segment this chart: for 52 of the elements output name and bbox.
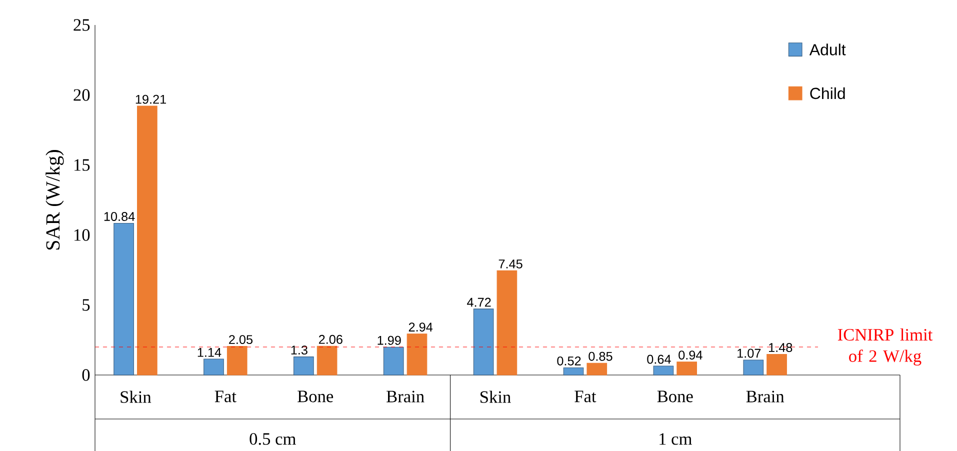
- y-tick-label: 25: [74, 19, 90, 31]
- x-tick-label: Brain: [386, 390, 424, 402]
- data-label: 19.21: [136, 94, 166, 104]
- bar: [294, 356, 314, 376]
- text: 0.5 cm: [250, 433, 296, 445]
- x-tick-label: Bone: [657, 390, 693, 402]
- bar: [383, 346, 404, 376]
- bar: [114, 222, 134, 376]
- bar: [676, 362, 697, 376]
- data-label: 0.85: [588, 352, 612, 361]
- legend-label: Child: [810, 87, 845, 100]
- data-label: 0.52: [557, 356, 581, 366]
- bar: [204, 358, 224, 376]
- x-tick-label: Fat: [574, 390, 596, 402]
- x-tick-label: Skin: [480, 390, 511, 403]
- ref-line-label: ICNIRP limit of 2 W/kg: [838, 328, 933, 366]
- y-tick-label: 0: [82, 369, 90, 381]
- data-label: 2.05: [229, 335, 253, 344]
- bar: [653, 366, 674, 376]
- bar: [496, 270, 518, 376]
- data-label: 1.99: [378, 336, 401, 345]
- data-label: 1.3: [291, 346, 308, 355]
- bar: [316, 346, 338, 376]
- bar: [743, 360, 764, 376]
- data-label: 2.06: [318, 334, 342, 344]
- data-label: 4.72: [467, 298, 491, 307]
- x-tick-label: Fat: [214, 390, 236, 402]
- data-label: 10.84: [104, 212, 135, 221]
- data-label: 1.48: [769, 343, 792, 352]
- y-tick-label: 15: [74, 159, 90, 171]
- y-tick-label: 5: [82, 299, 90, 311]
- bar: [586, 362, 608, 376]
- y-tick-label: 10: [74, 229, 90, 241]
- bar: [563, 367, 584, 376]
- legend-label: Adult: [809, 44, 846, 56]
- bar: [137, 106, 158, 376]
- x-tick-label: Skin: [120, 390, 152, 403]
- bar: [226, 346, 248, 376]
- text: 1 cm: [660, 433, 692, 445]
- x-tick-label: Brain: [746, 390, 784, 402]
- data-label: 2.94: [408, 322, 433, 332]
- bar: [473, 308, 494, 376]
- data-label: 0.94: [678, 350, 702, 360]
- y-axis-title: SAR (W/kg): [46, 150, 64, 250]
- bar: [766, 354, 787, 376]
- data-label: 1.14: [198, 348, 222, 357]
- data-label: 1.07: [738, 348, 761, 358]
- bar: [406, 334, 428, 376]
- data-label: 7.45: [498, 260, 522, 268]
- data-label: 0.64: [647, 354, 671, 364]
- x-tick-label: Bone: [298, 390, 334, 402]
- y-tick-label: 20: [74, 89, 90, 101]
